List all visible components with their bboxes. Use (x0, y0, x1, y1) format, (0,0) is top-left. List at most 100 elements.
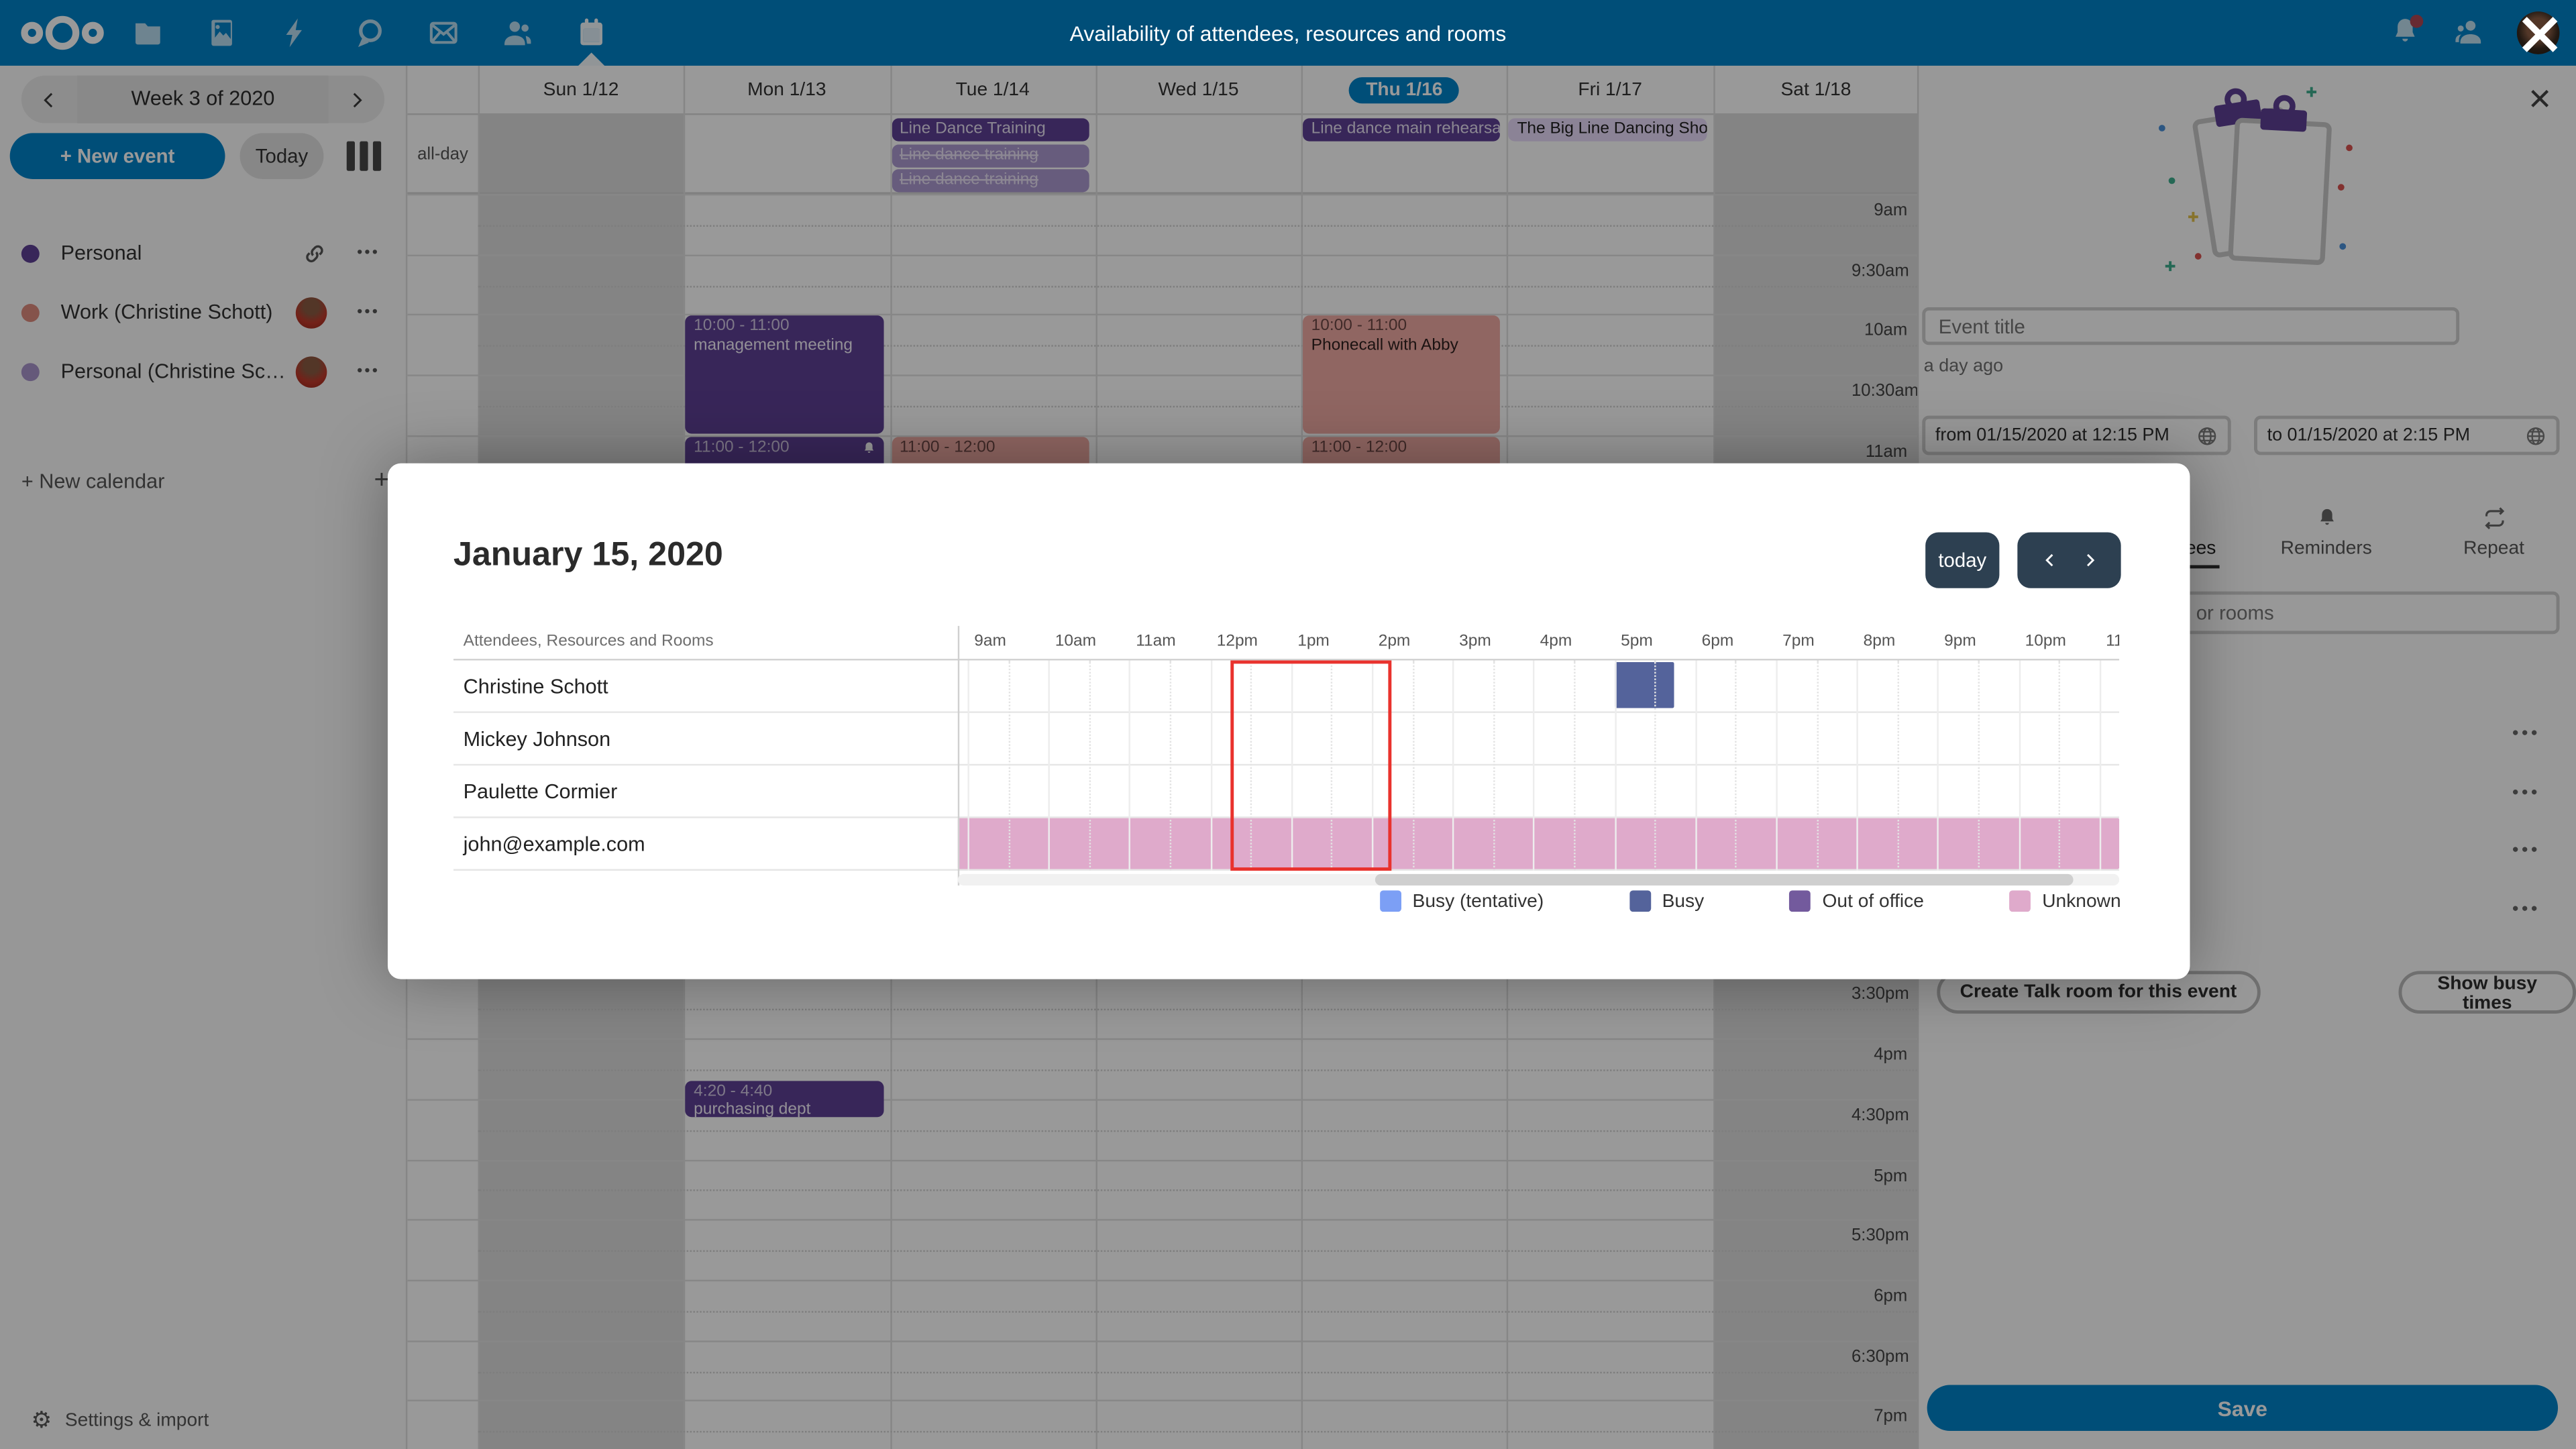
photos-app-icon[interactable] (202, 13, 241, 53)
new-calendar-item[interactable]: + New calendar + (21, 460, 390, 503)
quarter-hour-line (478, 345, 1917, 347)
time-slot[interactable]: 6:30pm (407, 1340, 1917, 1401)
all-day-event-chip[interactable]: Line dance training (891, 169, 1089, 193)
today-button[interactable]: Today (239, 133, 324, 179)
all-day-event-chip[interactable]: Line dance main rehearsal (1303, 118, 1501, 142)
notifications-bell-icon[interactable] (2389, 15, 2425, 51)
calendar-color-dot (21, 244, 40, 262)
mail-app-icon[interactable] (424, 13, 464, 53)
hour-header-label: 4pm (1540, 632, 1572, 651)
quarter-hour-line (478, 1371, 1917, 1373)
timezone-globe-icon[interactable] (2196, 425, 2218, 446)
hour-header-label: 10am (1055, 632, 1096, 651)
calendar-list-item[interactable]: Personal ●●● (0, 223, 406, 282)
time-axis-label: 6pm (1874, 1286, 1908, 1306)
time-axis-label: 11am (1865, 441, 1908, 462)
day-header[interactable]: Thu 1/16 (1301, 66, 1507, 115)
attendee-more-menu-icon[interactable]: ●●● (2502, 838, 2538, 861)
tab-repeat[interactable]: Repeat (2428, 506, 2560, 559)
half-hour-gridline (1008, 659, 1010, 870)
sidebar-close-icon[interactable] (2527, 85, 2553, 111)
top-navigation-bar (0, 0, 2576, 66)
timeline-scrollbar[interactable] (957, 873, 2120, 885)
previous-week-button[interactable] (21, 76, 77, 123)
share-link-icon[interactable] (303, 241, 327, 266)
hour-header-label: 10pm (2025, 632, 2066, 651)
new-event-button[interactable]: + New event (9, 133, 225, 179)
activity-app-icon[interactable] (276, 13, 315, 53)
calendar-list-item[interactable]: Personal (Christine Schott) ●●● (0, 341, 406, 400)
attendee-more-menu-icon[interactable]: ●●● (2502, 897, 2538, 920)
half-hour-gridline (1089, 659, 1091, 870)
time-slot[interactable]: 9:30am (407, 254, 1917, 315)
from-datetime-field[interactable]: from 01/15/2020 at 12:15 PM (1922, 415, 2231, 455)
all-day-event-chip[interactable]: Line Dance Training (891, 118, 1089, 142)
left-sidebar: Week 3 of 2020 + New event Today Persona… (0, 65, 406, 1449)
time-slot[interactable]: 7pm (407, 1400, 1917, 1449)
nextcloud-logo-icon[interactable] (19, 10, 105, 56)
calendar-more-menu-icon[interactable]: ●●● (347, 246, 389, 260)
save-button[interactable]: Save (1927, 1385, 2559, 1432)
calendar-more-menu-icon[interactable]: ●●● (347, 365, 389, 378)
close-modal-icon[interactable] (2517, 11, 2563, 58)
week-view-columns-icon[interactable] (345, 140, 384, 172)
to-datetime-value: to 01/15/2020 at 2:15 PM (2267, 425, 2471, 445)
time-slot[interactable]: 10:30am (407, 374, 1917, 435)
settings-import-button[interactable]: ⚙ Settings & import (21, 1405, 219, 1436)
day-header[interactable]: Sun 1/12 (543, 80, 619, 101)
attendee-more-menu-icon[interactable]: ●●● (2502, 780, 2538, 803)
day-header[interactable]: Tue 1/14 (955, 80, 1030, 101)
modal-day-navigation[interactable] (2017, 532, 2121, 588)
calendar-event[interactable]: 10:00 - 11:00 management meeting (685, 316, 883, 434)
time-slot[interactable]: 9am (407, 193, 1917, 254)
hour-gridline (1048, 659, 1051, 870)
calendar-list-item[interactable]: Work (Christine Schott) ●●● (0, 282, 406, 341)
all-day-event-chip[interactable]: The Big Line Dancing Show (1509, 118, 1707, 142)
timezone-globe-icon[interactable] (2525, 425, 2546, 446)
hour-header-label: 9pm (1944, 632, 1976, 651)
calendar-event[interactable]: 10:00 - 11:00 Phonecall with Abby (1303, 316, 1501, 434)
calendar-list: Personal ●●● Work (Christine Schott) ●●● Per… (0, 223, 406, 400)
legend-item: Unknown (2009, 890, 2121, 912)
hour-header-label: 1pm (1297, 632, 1330, 651)
chevron-left-icon (2044, 553, 2053, 567)
time-slot[interactable]: 5:30pm (407, 1219, 1917, 1280)
quarter-hour-line (478, 225, 1917, 227)
time-slot[interactable]: 4pm (407, 1038, 1917, 1099)
all-day-event-chip[interactable]: Line dance training (891, 144, 1089, 167)
time-slot[interactable]: 5pm (407, 1159, 1917, 1220)
calendar-color-dot (21, 303, 40, 321)
time-axis-label: 5:30pm (1851, 1226, 1909, 1246)
day-header[interactable]: Wed 1/15 (1158, 80, 1239, 101)
files-app-icon[interactable] (128, 13, 168, 53)
show-busy-times-button[interactable]: Show busy times (2398, 971, 2576, 1014)
contacts-menu-icon[interactable] (2453, 15, 2489, 51)
calendar-event[interactable]: 4:20 - 4:40 purchasing dept (685, 1080, 883, 1118)
calendar-more-menu-icon[interactable]: ●●● (347, 306, 389, 319)
hour-header-label: 8pm (1863, 632, 1896, 651)
half-hour-gridline (1978, 659, 1980, 870)
day-header[interactable]: Fri 1/17 (1578, 80, 1642, 101)
contacts-app-icon[interactable] (498, 13, 537, 53)
next-week-button[interactable] (329, 76, 384, 123)
day-header[interactable]: Sat 1/18 (1780, 80, 1851, 101)
talk-app-icon[interactable] (350, 13, 390, 53)
time-slot[interactable]: 6pm (407, 1279, 1917, 1340)
time-slot[interactable]: 10am (407, 314, 1917, 375)
modal-today-button[interactable]: today (1925, 532, 2000, 588)
to-datetime-field[interactable]: to 01/15/2020 at 2:15 PM (2254, 415, 2560, 455)
hour-header-label: 5pm (1621, 632, 1653, 651)
settings-label: Settings & import (64, 1410, 209, 1430)
availability-block-busy (1614, 661, 1675, 708)
day-header[interactable]: Mon 1/13 (747, 80, 826, 101)
event-title-input[interactable] (1922, 307, 2460, 345)
calendar-app-icon[interactable] (572, 13, 611, 66)
tab-reminders[interactable]: Reminders (2261, 506, 2392, 559)
time-slot[interactable]: 4:30pm (407, 1098, 1917, 1159)
selected-time-range[interactable] (1230, 659, 1392, 870)
attendee-more-menu-icon[interactable]: ●●● (2502, 721, 2538, 744)
availability-block-unknown (957, 818, 2120, 869)
scrollbar-thumb[interactable] (1375, 873, 2073, 885)
week-label[interactable]: Week 3 of 2020 (77, 75, 329, 123)
attendee-name: Paulette Cormier (463, 780, 618, 803)
